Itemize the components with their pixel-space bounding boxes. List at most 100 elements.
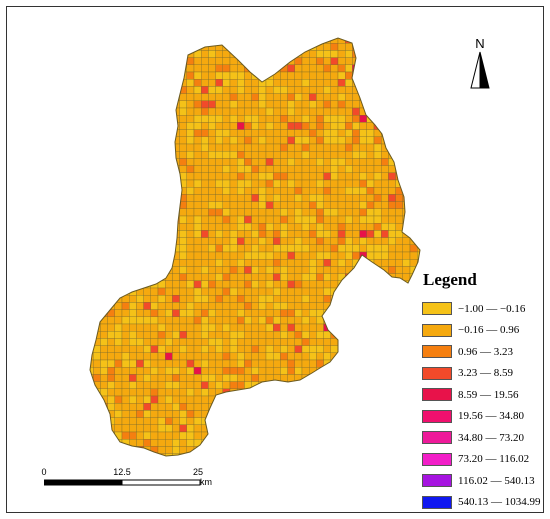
grid-cell [100,424,108,433]
grid-cell [381,223,389,231]
grid-cell [114,395,123,404]
grid-cell [280,431,288,440]
grid-cell [172,338,180,346]
grid-cell [258,115,267,123]
grid-cell [222,309,231,317]
grid-cell [121,43,130,51]
grid-cell [409,352,418,361]
grid-cell [301,201,310,209]
grid-cell [208,158,216,166]
grid-cell [215,273,223,281]
grid-cell [186,403,195,411]
grid-cell [244,259,252,267]
grid-cell [143,129,151,137]
grid-cell [345,251,353,260]
grid-cell [294,172,303,181]
grid-cell [388,388,396,397]
grid-cell [179,266,187,274]
grid-cell [208,129,216,137]
grid-cell [93,367,101,375]
grid-cell [366,388,375,397]
grid-cell [186,172,195,181]
grid-cell [172,367,180,375]
grid-cell [316,100,324,109]
grid-cell [193,323,202,332]
grid-cell [107,251,115,260]
grid-cell [222,165,231,173]
grid-cell [215,93,223,101]
grid-cell [229,439,238,447]
grid-cell [294,115,303,123]
grid-cell [337,86,346,94]
grid-cell [215,446,223,454]
grid-cell [172,86,180,94]
grid-cell [345,295,353,303]
grid-cell [265,129,274,137]
grid-cell [402,446,411,454]
grid-cell [273,201,281,209]
grid-cell [409,316,418,325]
grid-cell [215,295,223,303]
grid-cell [157,158,166,166]
grid-cell [237,86,245,94]
grid-cell [107,122,115,130]
grid-cell [179,136,187,145]
legend-item: −0.16 — 0.96 [418,320,543,342]
grid-cell [258,287,267,296]
grid-cell [172,374,180,382]
grid-cell [208,57,216,65]
grid-cell [244,331,252,339]
grid-cell [129,201,137,209]
grid-cell [90,215,94,224]
grid-cell [287,151,295,159]
grid-cell [251,165,259,173]
grid-cell [402,266,411,274]
grid-cell [114,43,123,51]
grid-cell [129,230,137,238]
grid-cell [107,151,115,159]
grid-cell [359,295,367,303]
grid-cell [359,115,367,123]
grid-cell [143,165,151,173]
grid-cell [121,244,130,253]
grid-cell [330,57,339,65]
grid-cell [301,143,310,152]
grid-cell [179,410,187,418]
grid-cell [129,71,137,80]
grid-cell [251,316,259,325]
grid-cell [208,50,216,58]
grid-cell [136,122,144,130]
grid-cell [294,86,303,94]
grid-cell [165,208,173,217]
grid-cell [165,187,173,195]
grid-cell [201,367,209,375]
grid-cell [129,295,137,303]
grid-cell [100,43,108,51]
grid-cell [409,165,418,173]
grid-cell [337,230,346,238]
grid-cell [287,295,295,303]
grid-cell [129,223,137,231]
grid-cell [337,129,346,137]
grid-cell [294,93,303,101]
grid-cell [330,316,339,325]
grid-cell [381,323,389,332]
grid-cell [107,179,115,188]
grid-cell [129,309,137,317]
grid-cell [186,194,195,202]
grid-cell [330,424,339,433]
grid-cell [114,215,123,224]
grid-cell [395,143,403,152]
grid-cell [121,273,130,281]
grid-cell [129,38,137,44]
grid-cell [107,309,115,317]
grid-cell [381,381,389,389]
grid-cell [373,230,382,238]
grid-cell [193,86,202,94]
grid-cell [251,223,259,231]
grid-cell [237,446,245,454]
grid-cell [136,165,144,173]
grid-cell [208,79,216,87]
grid-cell [251,179,259,188]
grid-cell [273,129,281,137]
